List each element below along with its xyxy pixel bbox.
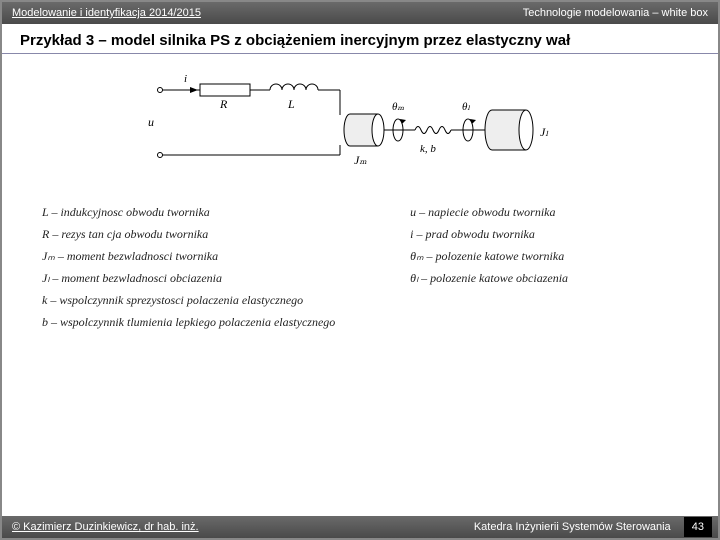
footer-right: Katedra Inżynierii Systemów Sterowania 4… [474, 521, 718, 533]
definition-row: k – wspolczynnik sprezystosci polaczenia… [42, 293, 390, 308]
definition-row: u – napiecie obwodu twornika [410, 205, 678, 220]
def-col-left: L – indukcyjnosc obwodu twornika R – rezy… [42, 198, 390, 337]
slide-title: Przykład 3 – model silnika PS z obciążen… [2, 24, 718, 54]
footer-bar: © Kazimierz Duzinkiewicz, dr hab. inż. K… [2, 516, 718, 538]
header-right: Technologie modelowania – white box [523, 7, 718, 19]
header-bar: Modelowanie i identyfikacja 2014/2015 Te… [2, 2, 718, 24]
def-col-right: u – napiecie obwodu twornika i – prad obw… [390, 198, 678, 337]
label-u: u [148, 115, 154, 129]
label-kb: k, b [420, 143, 436, 155]
definition-row: Jₗ – moment bezwladnosci obciazenia [42, 271, 390, 286]
definition-row: L – indukcyjnosc obwodu twornika [42, 205, 390, 220]
page-number: 43 [684, 517, 712, 537]
label-L: L [287, 97, 295, 111]
definition-row: θₘ – polozenie katowe twornika [410, 249, 678, 264]
label-theta-l: θₗ [462, 101, 470, 113]
definitions: L – indukcyjnosc obwodu twornika R – rezy… [2, 198, 718, 337]
definition-row: b – wspolczynnik tlumienia lepkiego pola… [42, 315, 390, 330]
definition-row: R – rezys tan cja obwodu twornika [42, 227, 390, 242]
header-left: Modelowanie i identyfikacja 2014/2015 [2, 7, 523, 19]
definition-row: Jₘ – moment bezwladnosci twornika [42, 249, 390, 264]
definition-row: θₗ – polozenie katowe obciazenia [410, 271, 678, 286]
label-R: R [219, 97, 228, 111]
label-i: i [184, 73, 187, 85]
label-Jl: Jₗ [540, 125, 548, 139]
label-Jm: Jₘ [354, 153, 367, 167]
footer-left: © Kazimierz Duzinkiewicz, dr hab. inż. [2, 521, 474, 533]
footer-dept: Katedra Inżynierii Systemów Sterowania [474, 521, 671, 533]
definition-row: i – prad obwodu twornika [410, 227, 678, 242]
label-theta-m: θₘ [392, 101, 404, 113]
circuit-diagram: u i R L Jₘ θₘ k, b [140, 60, 580, 190]
